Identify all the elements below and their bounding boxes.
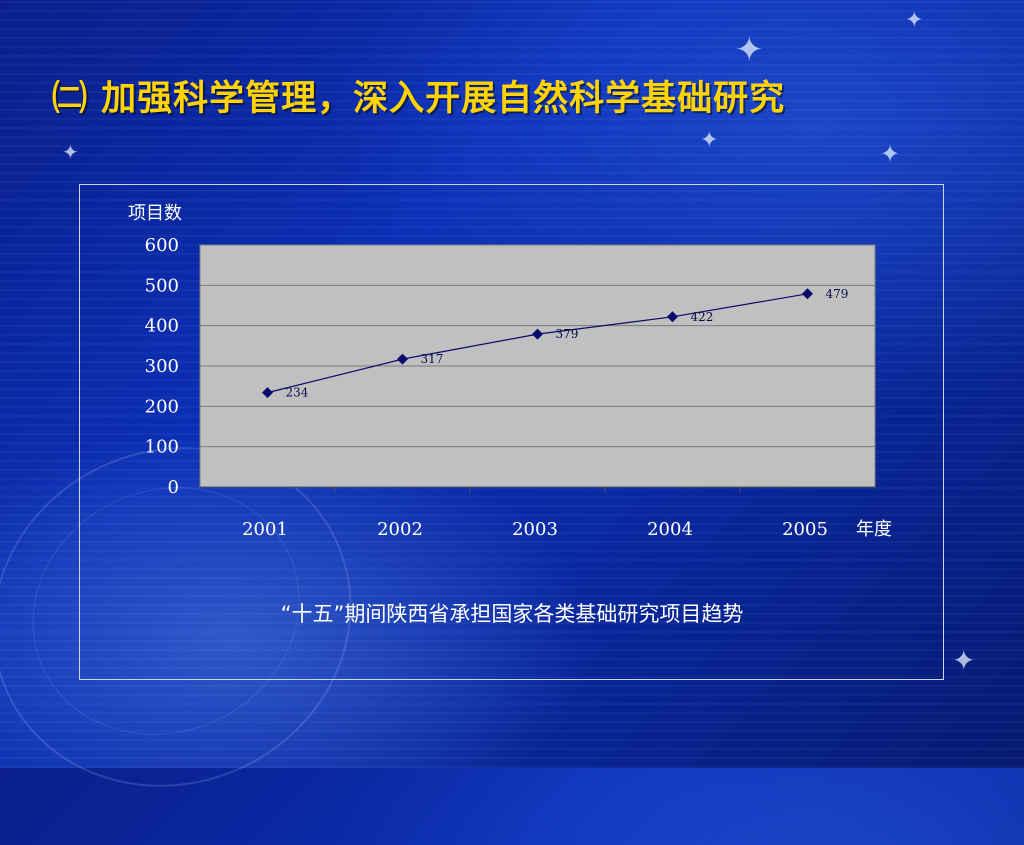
y-tick-label: 200 <box>145 396 179 417</box>
x-axis-label: 年度 <box>856 519 892 540</box>
data-point <box>667 311 678 323</box>
x-tick-label: 2001 <box>242 519 288 540</box>
data-point <box>802 288 813 300</box>
y-axis-label: 项目数 <box>128 203 182 224</box>
slide-title: ㈡ 加强科学管理，深入开展自然科学基础研究 <box>52 79 786 119</box>
data-label: 422 <box>691 310 714 324</box>
x-tick-label: 2005 <box>782 519 828 540</box>
x-tick-label: 2002 <box>377 519 423 540</box>
y-tick-label: 0 <box>168 477 179 498</box>
y-tick-label: 500 <box>145 275 179 296</box>
y-tick-label: 400 <box>145 316 179 337</box>
chart-caption: “十五”期间陕西省承担国家各类基础研究项目趋势 <box>280 602 744 626</box>
y-tick-label: 100 <box>145 437 179 458</box>
chart-panel <box>79 184 944 680</box>
line-chart: 0 100 200 300 400 500 600 2001 2002 2003 2004 2005 项… <box>128 203 892 540</box>
data-point <box>532 328 543 340</box>
data-label: 234 <box>286 386 309 400</box>
sparkle-icon: ✦ <box>62 140 79 164</box>
data-label: 479 <box>826 287 849 301</box>
sparkle-icon: ✦ <box>880 140 901 168</box>
sparkle-icon: ✦ <box>700 128 719 153</box>
data-label: 379 <box>556 327 579 341</box>
x-tick-label: 2004 <box>647 519 693 540</box>
sparkle-icon: ✦ <box>735 30 764 70</box>
x-tick-label: 2003 <box>512 519 558 540</box>
sparkle-icon: ✦ <box>952 644 976 677</box>
y-tick-label: 600 <box>145 235 179 256</box>
sparkle-icon: ✦ <box>905 8 924 33</box>
y-tick-label: 300 <box>145 356 179 377</box>
data-label: 317 <box>421 352 444 366</box>
data-point <box>262 387 273 399</box>
data-point <box>397 353 408 365</box>
